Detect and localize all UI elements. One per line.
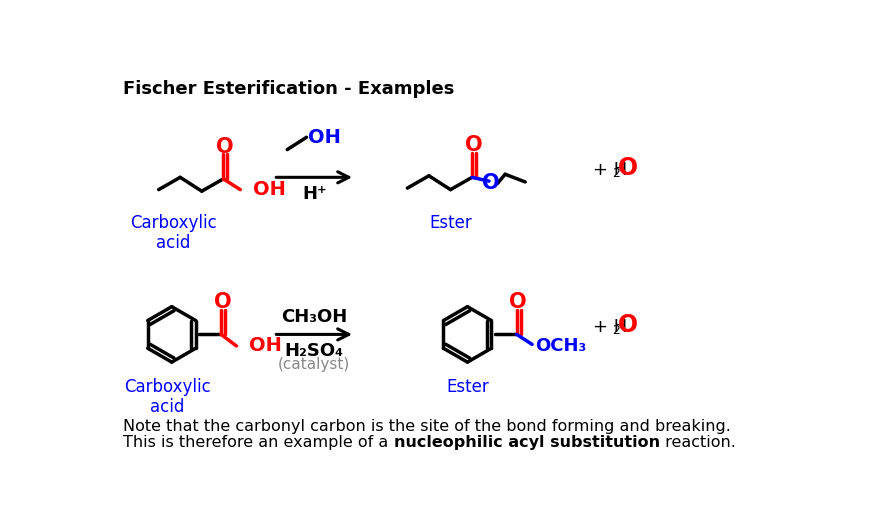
Text: + H: + H <box>593 318 627 336</box>
Text: reaction.: reaction. <box>660 435 736 450</box>
Text: OH: OH <box>249 336 281 355</box>
Text: nucleophilic acyl substitution: nucleophilic acyl substitution <box>393 435 660 450</box>
Text: Carboxylic
acid: Carboxylic acid <box>130 213 216 252</box>
Text: Ester: Ester <box>429 213 472 231</box>
Text: OH: OH <box>252 180 286 199</box>
Text: O: O <box>214 292 231 312</box>
Text: H⁺: H⁺ <box>302 185 327 203</box>
Text: Note that the carbonyl carbon is the site of the bond forming and breaking.: Note that the carbonyl carbon is the sit… <box>124 419 731 434</box>
Text: OH: OH <box>308 128 341 147</box>
Text: 2: 2 <box>612 324 620 337</box>
Text: This is therefore an example of a: This is therefore an example of a <box>124 435 393 450</box>
Text: Fischer Esterification - Examples: Fischer Esterification - Examples <box>124 80 455 98</box>
Text: H₂SO₄: H₂SO₄ <box>285 342 343 360</box>
Text: OCH₃: OCH₃ <box>535 337 586 355</box>
Text: (catalyst): (catalyst) <box>278 357 350 372</box>
Text: O: O <box>465 135 483 155</box>
Text: + H: + H <box>593 161 627 178</box>
Text: Carboxylic
acid: Carboxylic acid <box>124 378 210 416</box>
Text: CH₃OH: CH₃OH <box>281 308 347 326</box>
Text: O: O <box>618 156 638 180</box>
Text: 2: 2 <box>612 167 620 180</box>
Text: Ester: Ester <box>446 378 489 395</box>
Text: O: O <box>510 292 527 312</box>
Text: O: O <box>483 174 500 193</box>
Text: O: O <box>618 313 638 337</box>
Text: O: O <box>216 137 234 156</box>
